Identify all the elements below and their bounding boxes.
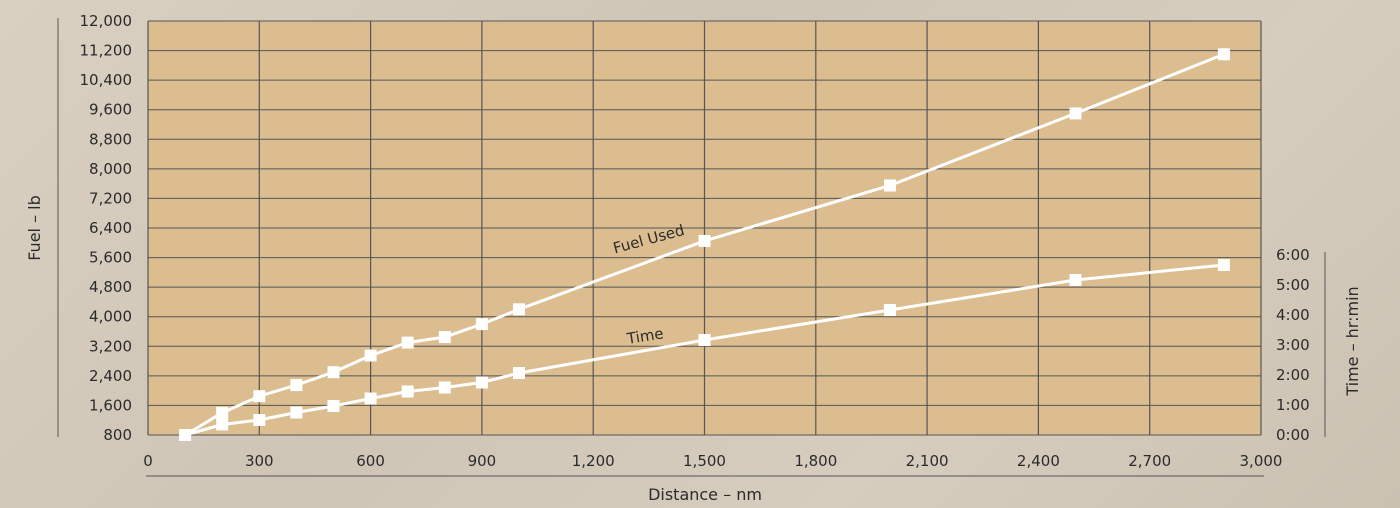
x-axis-title: Distance – nm bbox=[648, 485, 762, 504]
y-left-tick-label: 8,000 bbox=[89, 160, 132, 178]
y-right-axis-title: Time – hr:min bbox=[1343, 286, 1362, 396]
data-point-marker bbox=[1069, 107, 1082, 120]
data-point-marker bbox=[884, 179, 896, 192]
data-point-marker bbox=[513, 303, 525, 316]
y-right-tick-label: 4:00 bbox=[1276, 306, 1310, 324]
x-tick-label: 0 bbox=[143, 452, 153, 470]
y-left-tick-label: 4,800 bbox=[89, 278, 132, 296]
data-point-marker bbox=[216, 406, 229, 419]
series-label: Time bbox=[625, 324, 665, 348]
data-point-marker bbox=[327, 366, 340, 379]
data-point-marker bbox=[475, 376, 488, 389]
y-right-tick-label: 3:00 bbox=[1276, 336, 1310, 354]
y-left-tick-label: 800 bbox=[103, 426, 132, 444]
x-tick-label: 2,100 bbox=[906, 452, 949, 470]
y-left-tick-label: 6,400 bbox=[89, 219, 132, 237]
data-point-marker bbox=[401, 385, 414, 398]
y-left-tick-label: 10,400 bbox=[80, 71, 133, 89]
axis-rules bbox=[57, 18, 1326, 477]
data-point-marker bbox=[253, 414, 266, 426]
y-right-tick-label: 1:00 bbox=[1276, 396, 1310, 414]
y-right-tick-labels: 0:00 1:00 2:00 3:00 4:00 5:00 6:00 bbox=[1276, 246, 1310, 444]
data-point-marker bbox=[179, 429, 192, 441]
data-point-marker bbox=[475, 318, 488, 331]
x-tick-label: 1,200 bbox=[572, 452, 615, 470]
x-tick-labels: 0 300 600 900 1,200 1,500 1,800 2,100 2,400 2,700… bbox=[143, 452, 1282, 470]
y-left-tick-label: 7,200 bbox=[89, 189, 132, 207]
y-left-axis-title: Fuel – lb bbox=[25, 195, 44, 261]
y-left-tick-labels: 800 1,600 2,400 3,200 4,000 4,800 5,600 6,400 7,… bbox=[80, 12, 133, 444]
y-left-tick-label: 1,600 bbox=[89, 396, 132, 414]
data-point-marker bbox=[401, 336, 414, 349]
data-point-marker bbox=[364, 349, 377, 362]
y-right-tick-label: 6:00 bbox=[1276, 246, 1310, 264]
y-right-tick-label: 0:00 bbox=[1276, 426, 1310, 444]
data-point-marker bbox=[438, 331, 451, 344]
data-point-marker bbox=[216, 418, 229, 431]
y-right-tick-label: 5:00 bbox=[1276, 276, 1310, 294]
y-left-tick-label: 3,200 bbox=[89, 337, 132, 355]
y-left-tick-label: 4,000 bbox=[89, 308, 132, 326]
data-point-marker bbox=[290, 406, 303, 419]
series-layer bbox=[179, 48, 1230, 441]
data-point-marker bbox=[364, 392, 377, 405]
data-point-marker bbox=[253, 390, 266, 403]
y-left-tick-label: 5,600 bbox=[89, 249, 132, 267]
data-point-marker bbox=[884, 304, 896, 316]
data-point-marker bbox=[698, 234, 711, 247]
data-point-marker bbox=[1069, 274, 1082, 286]
x-tick-label: 300 bbox=[245, 452, 274, 470]
data-point-marker bbox=[290, 379, 303, 392]
y-left-tick-label: 8,800 bbox=[89, 130, 132, 148]
data-point-marker bbox=[698, 334, 711, 346]
x-tick-label: 2,700 bbox=[1128, 452, 1171, 470]
x-tick-label: 1,800 bbox=[794, 452, 837, 470]
y-right-tick-label: 2:00 bbox=[1276, 366, 1310, 384]
y-left-tick-label: 9,600 bbox=[89, 101, 132, 119]
y-left-tick-label: 2,400 bbox=[89, 367, 132, 385]
series-line-time bbox=[184, 263, 1225, 437]
data-point-marker bbox=[327, 400, 340, 412]
data-point-marker bbox=[438, 381, 451, 394]
data-point-marker bbox=[1217, 259, 1230, 271]
data-point-marker bbox=[513, 367, 525, 379]
x-tick-label: 1,500 bbox=[683, 452, 726, 470]
y-left-tick-label: 12,000 bbox=[80, 12, 133, 30]
series-line-fuel-used bbox=[184, 52, 1225, 437]
data-point-marker bbox=[1217, 48, 1230, 61]
grid-lines bbox=[147, 20, 1262, 436]
x-tick-label: 3,000 bbox=[1240, 452, 1283, 470]
y-left-tick-label: 11,200 bbox=[80, 42, 133, 60]
x-tick-label: 2,400 bbox=[1017, 452, 1060, 470]
x-tick-label: 600 bbox=[356, 452, 385, 470]
x-tick-label: 900 bbox=[468, 452, 497, 470]
